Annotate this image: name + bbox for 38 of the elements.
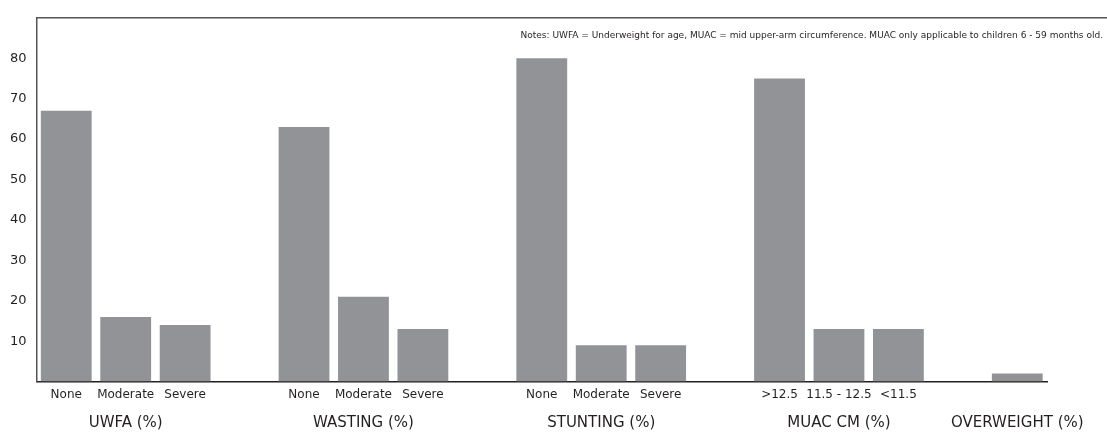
- bar: [40, 110, 92, 382]
- bar: [516, 58, 568, 382]
- x-tick-label: Moderate: [334, 386, 392, 401]
- y-tick-label: 40: [10, 211, 27, 227]
- annotation: Notes: UWFA = Underweight for age, MUAC = mid upper-arm circumference. MUAC only applicable to children 6 - 59 months old.: [520, 30, 1103, 41]
- y-tick-label: 60: [10, 130, 27, 146]
- bar: [754, 78, 805, 382]
- y-tick-label: 50: [10, 170, 27, 186]
- bar: [397, 329, 449, 382]
- x-tick-label: None: [526, 386, 558, 401]
- x-tick-label: None: [288, 386, 320, 401]
- bar: [278, 126, 330, 382]
- text: MUAC CM (%): [787, 413, 891, 432]
- bar: [159, 325, 211, 382]
- bar: [635, 345, 687, 382]
- x-tick-label: Moderate: [572, 386, 630, 401]
- x-tick-label: Moderate: [97, 386, 155, 401]
- x-tick-label: None: [50, 386, 82, 401]
- y-tick-label: 10: [10, 332, 27, 348]
- x-tick-label: Severe: [639, 386, 682, 401]
- x-tick-label: >12.5: [761, 386, 798, 401]
- text: STUNTING (%): [547, 413, 656, 432]
- text: UWFA (%): [88, 413, 163, 432]
- bar: [338, 296, 389, 382]
- x-tick-label: Severe: [402, 386, 444, 401]
- x-tick-label: <11.5: [880, 386, 917, 401]
- bar: [575, 345, 627, 382]
- x-tick-label: 11.5 - 12.5: [806, 386, 872, 401]
- text: OVERWEIGHT (%): [950, 413, 1084, 432]
- bar: [100, 316, 152, 382]
- bar: [872, 329, 924, 382]
- y-tick-label: 70: [10, 90, 27, 106]
- y-tick-label: 80: [10, 49, 27, 65]
- y-tick-label: 20: [10, 292, 27, 308]
- bar: [813, 329, 865, 382]
- text: WASTING (%): [312, 413, 414, 432]
- y-tick-label: 30: [10, 251, 27, 267]
- x-tick-label: Severe: [164, 386, 206, 401]
